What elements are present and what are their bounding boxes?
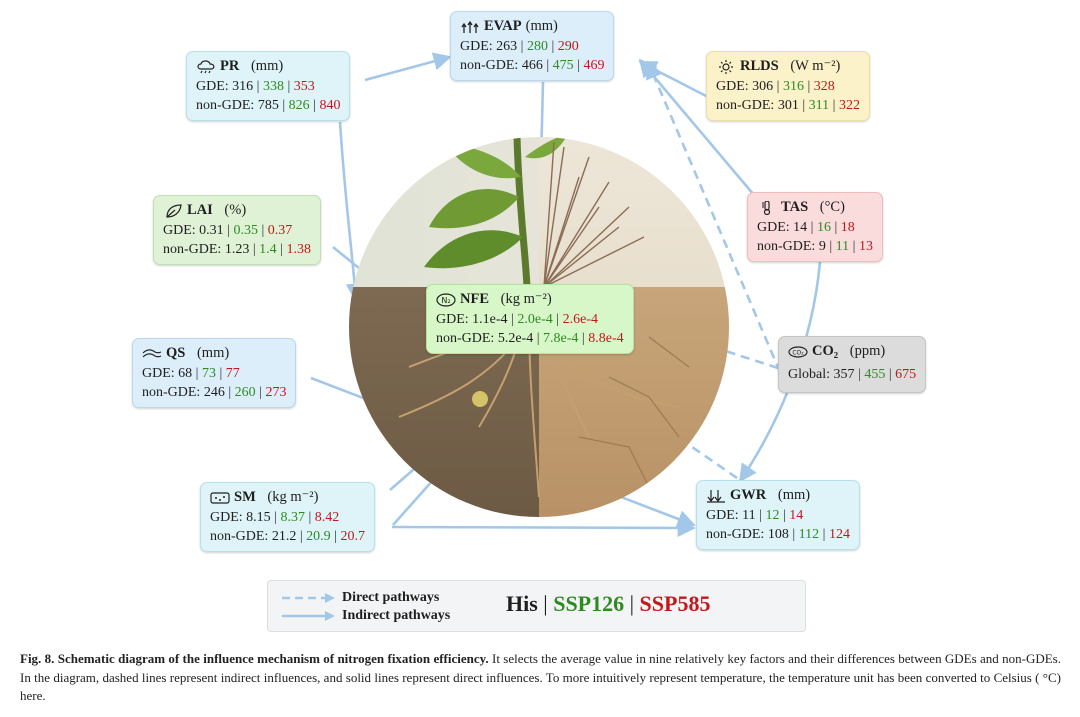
arrow-tas-to-evap <box>638 58 755 196</box>
nfe-gde-row: GDE: 1.1e-4 | 2.0e-4 | 2.6e-4 <box>436 312 598 327</box>
rlds-unit: (W m⁻²) <box>790 58 841 74</box>
pr-box: PR (mm) GDE: 316 | 338 | 353 non-GDE: 78… <box>186 51 351 121</box>
pr-gde-row: GDE: 316 | 338 | 353 <box>196 79 315 94</box>
pr-nongde-row: non-GDE: 785 | 826 | 840 <box>196 98 341 113</box>
rlds-box: RLDS (W m⁻²) GDE: 306 | 316 | 328 non-GD… <box>706 51 870 121</box>
qs-name: QS <box>166 345 186 361</box>
caption-label: Fig. 8. Schematic diagram of the influen… <box>20 651 489 666</box>
rlds-name: RLDS <box>740 58 779 74</box>
solid-arrow-icon <box>282 611 335 621</box>
arrow-co2-to-nfe <box>662 327 779 370</box>
evap-nongde-row: non-GDE: 466 | 475 | 469 <box>460 58 605 73</box>
scenario-key: His | SSP126 | SSP585 <box>506 591 710 617</box>
lai-gde-row: GDE: 0.31 | 0.35 | 0.37 <box>163 223 293 238</box>
sm-gde-row: GDE: 8.15 | 8.37 | 8.42 <box>210 510 340 525</box>
evaporation-icon <box>460 20 480 34</box>
nitrogen-icon: N₂ <box>436 292 456 307</box>
evap-name: EVAP <box>484 18 522 34</box>
legend-ssp585: SSP585 <box>639 591 711 616</box>
legend-separator: | <box>543 591 548 616</box>
legend-indirect: Indirect pathways <box>280 608 450 624</box>
arrow-pr-to-evap <box>364 52 452 82</box>
soil-moisture-icon <box>210 491 230 505</box>
tas-unit: (°C) <box>819 199 845 215</box>
rlds-nongde-row: non-GDE: 301 | 311 | 322 <box>716 98 860 113</box>
lai-name: LAI <box>187 202 213 218</box>
tas-gde-row: GDE: 14 | 16 | 18 <box>757 220 855 235</box>
evap-gde-row: GDE: 263 | 280 | 290 <box>460 39 579 54</box>
dashed-arrow-icon <box>282 593 335 603</box>
legend: Direct pathways Indirect pathways His | … <box>267 580 806 632</box>
cloud-rain-icon <box>196 59 216 74</box>
lai-nongde-row: non-GDE: 1.23 | 1.4 | 1.38 <box>163 242 311 257</box>
co2-global-row: Global: 357 | 455 | 675 <box>788 367 917 382</box>
rlds-gde-row: GDE: 306 | 316 | 328 <box>716 79 835 94</box>
co2-unit: (ppm) <box>849 343 886 359</box>
qs-unit: (mm) <box>196 345 230 361</box>
figure-caption: Fig. 8. Schematic diagram of the influen… <box>20 650 1061 706</box>
legend-direct: Direct pathways <box>280 590 439 606</box>
arrow-sm-to-gwr <box>391 518 696 538</box>
gwr-unit: (mm) <box>777 487 811 503</box>
sm-unit: (kg m⁻²) <box>267 489 319 505</box>
co2-box: CO₂ CO₂ (ppm) Global: 357 | 455 | 675 <box>778 336 927 393</box>
groundwater-recharge-icon <box>706 489 726 503</box>
nfe-unit: (kg m⁻²) <box>500 291 552 307</box>
tas-box: TAS (°C) GDE: 14 | 16 | 18 non-GDE: 9 | … <box>747 192 883 262</box>
nfe-nongde-row: non-GDE: 5.2e-4 | 7.8e-4 | 8.8e-4 <box>436 331 624 346</box>
lai-box: LAI (%) GDE: 0.31 | 0.35 | 0.37 non-GDE:… <box>153 195 321 265</box>
sun-icon <box>716 59 736 74</box>
leaf-icon <box>163 203 183 218</box>
nfe-box: N₂ NFE (kg m⁻²) GDE: 1.1e-4 | 2.0e-4 | 2.… <box>426 284 634 354</box>
pr-unit: (mm) <box>250 58 284 74</box>
qs-box: QS (mm) GDE: 68 | 73 | 77 non-GDE: 246 |… <box>132 338 297 408</box>
sm-nongde-row: non-GDE: 21.2 | 20.9 | 20.7 <box>210 529 365 544</box>
gwr-box: GWR (mm) GDE: 11 | 12 | 14 non-GDE: 108 … <box>696 480 860 550</box>
caption-text: It selects the average value in nine rel… <box>20 651 1061 703</box>
qs-nongde-row: non-GDE: 246 | 260 | 273 <box>142 385 287 400</box>
thermometer-icon <box>757 200 777 215</box>
surface-runoff-icon <box>142 347 162 361</box>
sm-box: SM (kg m⁻²) GDE: 8.15 | 8.37 | 8.42 non-… <box>200 482 375 552</box>
gwr-gde-row: GDE: 11 | 12 | 14 <box>706 508 804 523</box>
svg-text:N₂: N₂ <box>441 296 450 305</box>
qs-gde-row: GDE: 68 | 73 | 77 <box>142 366 240 381</box>
gwr-nongde-row: non-GDE: 108 | 112 | 124 <box>706 527 850 542</box>
tas-nongde-row: non-GDE: 9 | 11 | 13 <box>757 239 873 254</box>
legend-separator: | <box>629 591 635 616</box>
nfe-name: NFE <box>460 291 489 307</box>
tas-name: TAS <box>781 199 809 215</box>
gwr-name: GWR <box>730 487 767 503</box>
co2-cloud-icon: CO₂ <box>788 345 808 359</box>
legend-ssp126: SSP126 <box>553 591 625 616</box>
co2-name: CO₂ <box>812 343 839 359</box>
pr-name: PR <box>220 58 240 74</box>
svg-text:CO₂: CO₂ <box>792 349 804 356</box>
evap-unit: (mm) <box>525 18 558 34</box>
sm-name: SM <box>234 489 256 505</box>
legend-his: His <box>506 591 538 616</box>
evap-box: EVAP (mm) GDE: 263 | 280 | 290 non-GDE: … <box>450 11 615 81</box>
lai-unit: (%) <box>224 202 247 218</box>
